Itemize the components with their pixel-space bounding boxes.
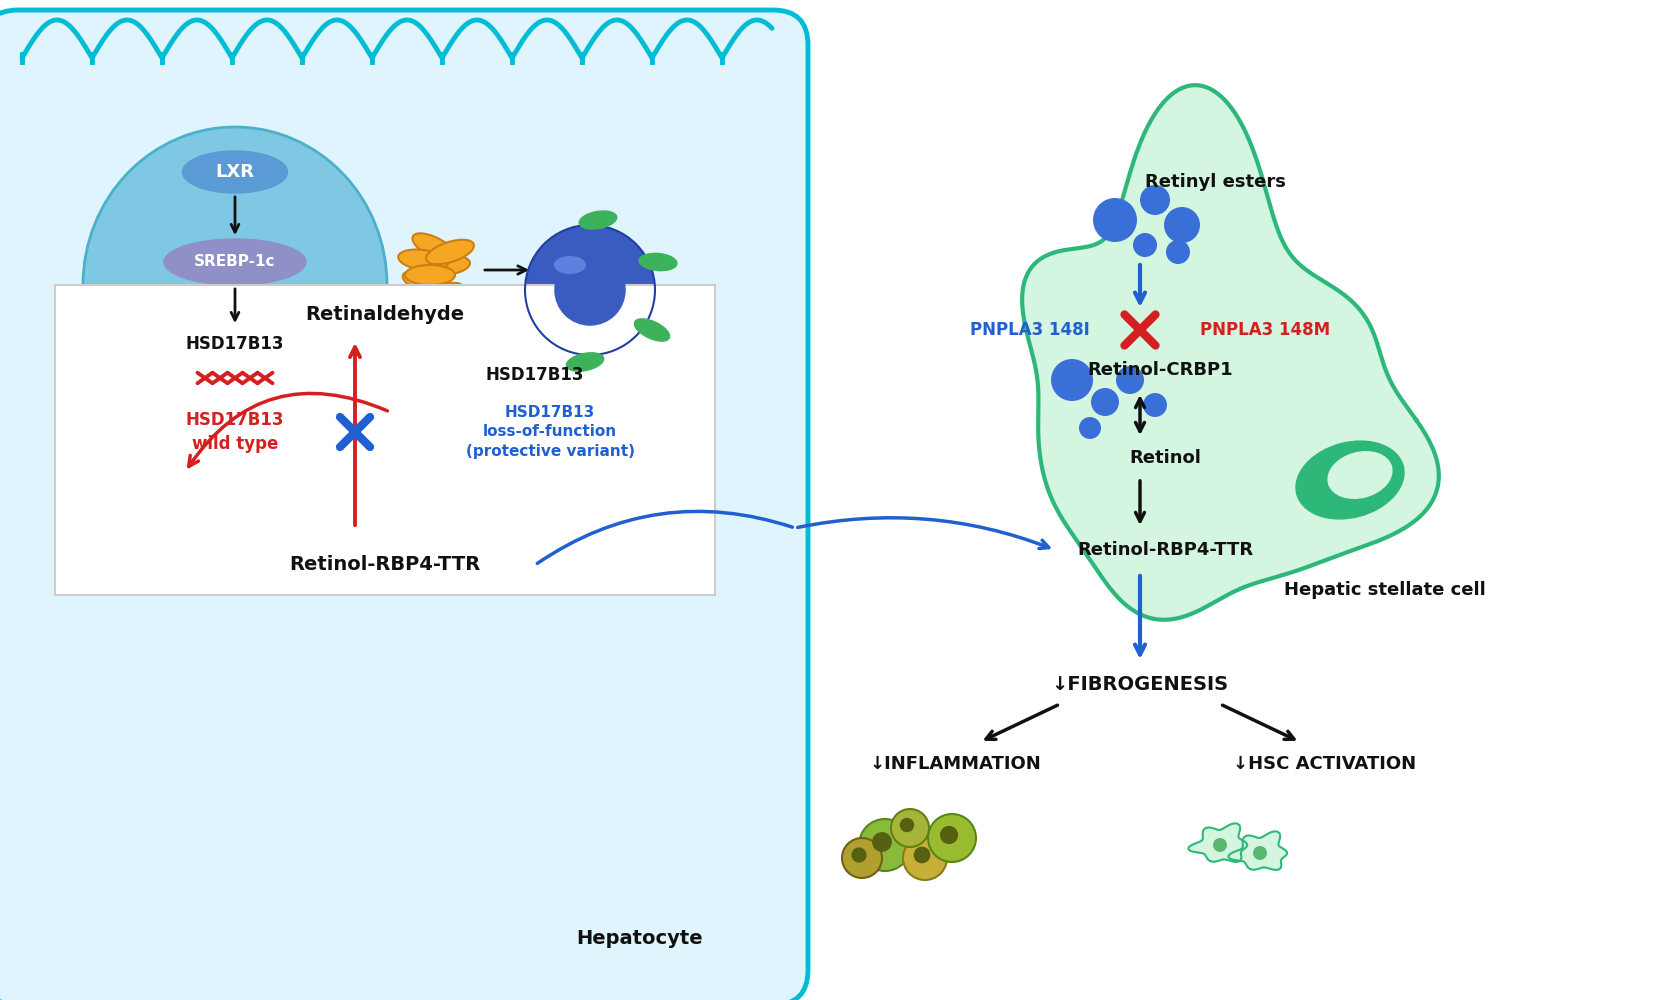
Text: SREBP-1c: SREBP-1c [194,254,276,269]
Circle shape [939,826,958,844]
Ellipse shape [399,250,448,270]
Text: Retinol-RBP4-TTR: Retinol-RBP4-TTR [1077,541,1254,559]
Polygon shape [1022,85,1439,620]
Text: Hepatic stellate cell: Hepatic stellate cell [1284,581,1485,599]
Circle shape [903,836,948,880]
Ellipse shape [427,240,475,264]
Ellipse shape [83,127,387,443]
Circle shape [1093,198,1136,242]
Circle shape [1140,185,1169,215]
Circle shape [892,809,930,847]
Ellipse shape [402,270,452,294]
Text: HSD17B13: HSD17B13 [185,335,284,353]
Ellipse shape [420,255,470,275]
Ellipse shape [566,353,604,371]
Text: Retinol: Retinol [1130,449,1201,467]
Circle shape [1050,359,1093,401]
FancyArrowPatch shape [1136,481,1145,521]
Ellipse shape [579,211,617,229]
Text: Hepatocyte: Hepatocyte [577,928,703,948]
Text: PNPLA3 148M: PNPLA3 148M [1199,321,1330,339]
Text: HSD17B13
wild type: HSD17B13 wild type [185,411,284,453]
Text: HSD17B13
loss-of-function
(protective variant): HSD17B13 loss-of-function (protective va… [465,405,635,459]
Ellipse shape [405,265,455,285]
Ellipse shape [638,253,676,271]
Text: Retinol-RBP4-TTR: Retinol-RBP4-TTR [289,556,481,574]
Polygon shape [1189,823,1247,862]
FancyBboxPatch shape [55,285,715,595]
FancyArrowPatch shape [351,347,361,525]
Circle shape [1133,233,1158,257]
Text: Retinaldehyde: Retinaldehyde [306,306,465,324]
FancyArrowPatch shape [1222,705,1293,739]
FancyArrowPatch shape [538,511,792,563]
Ellipse shape [164,239,306,285]
FancyArrowPatch shape [1135,576,1145,655]
Ellipse shape [1328,452,1393,498]
Ellipse shape [182,151,288,193]
Text: LXR: LXR [215,163,255,181]
Circle shape [534,235,645,345]
Circle shape [1212,838,1227,852]
Polygon shape [1229,831,1287,870]
Circle shape [872,832,892,852]
Text: PNPLA3 148I: PNPLA3 148I [971,321,1090,339]
Circle shape [852,847,867,863]
FancyArrowPatch shape [1135,265,1145,303]
Text: Retinyl esters: Retinyl esters [1145,173,1285,191]
FancyArrowPatch shape [232,197,238,232]
Ellipse shape [554,256,586,274]
Circle shape [1092,388,1120,416]
Circle shape [900,818,915,832]
FancyBboxPatch shape [0,10,809,1000]
Text: HSD17B13: HSD17B13 [486,366,584,384]
Circle shape [1116,366,1145,394]
Circle shape [1254,846,1267,860]
Circle shape [858,819,911,871]
Circle shape [554,254,625,326]
Ellipse shape [412,233,458,263]
FancyArrowPatch shape [232,289,238,320]
Circle shape [1164,207,1201,243]
Circle shape [524,225,655,355]
Ellipse shape [1297,441,1404,519]
FancyArrowPatch shape [986,705,1057,739]
Text: ↓INFLAMMATION: ↓INFLAMMATION [868,755,1040,773]
Circle shape [1078,417,1102,439]
Text: Retinol-CRBP1: Retinol-CRBP1 [1087,361,1232,379]
FancyArrowPatch shape [485,266,526,274]
Circle shape [928,814,976,862]
Circle shape [1166,240,1189,264]
Circle shape [1143,393,1168,417]
Text: ↓FIBROGENESIS: ↓FIBROGENESIS [1052,674,1229,694]
FancyArrowPatch shape [797,518,1049,549]
FancyArrowPatch shape [1136,399,1145,431]
Circle shape [913,847,930,863]
Ellipse shape [417,283,463,309]
Circle shape [842,838,882,878]
Text: ↓HSC ACTIVATION: ↓HSC ACTIVATION [1234,755,1416,773]
FancyArrowPatch shape [189,393,387,466]
Ellipse shape [635,319,670,341]
